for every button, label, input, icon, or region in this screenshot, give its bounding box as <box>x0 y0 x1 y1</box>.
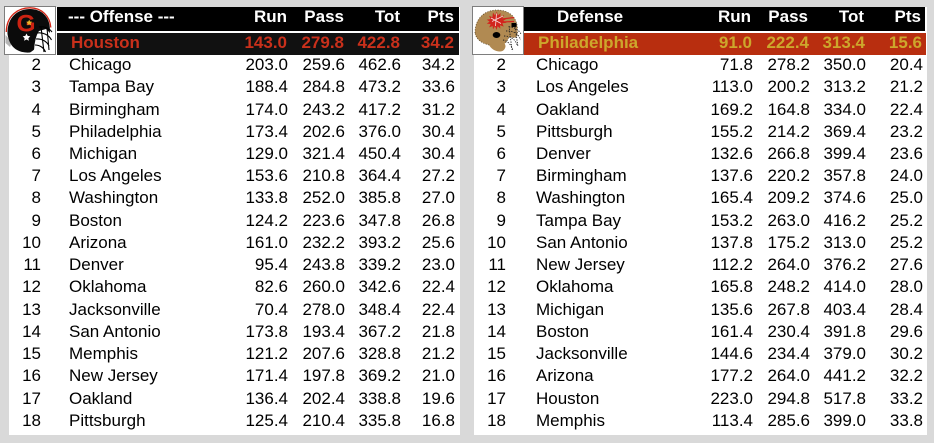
svg-text:G: G <box>17 11 36 38</box>
